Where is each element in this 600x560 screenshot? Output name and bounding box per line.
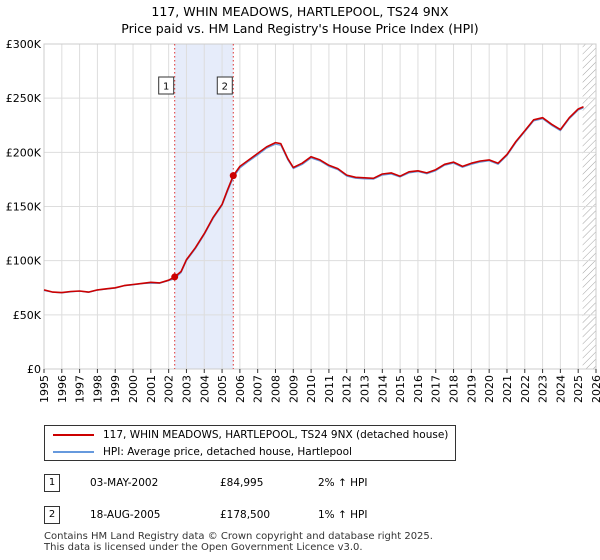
x-tick-label: 2012 [341, 375, 354, 403]
chart-title: 117, WHIN MEADOWS, HARTLEPOOL, TS24 9NX [151, 4, 449, 19]
x-tick-label: 1995 [38, 375, 51, 403]
chart-legend: 117, WHIN MEADOWS, HARTLEPOOL, TS24 9NX … [44, 425, 456, 461]
footer-copyright: Contains HM Land Registry data © Crown c… [44, 531, 433, 542]
x-tick-label: 2018 [448, 375, 461, 403]
sale-label-box [158, 76, 175, 95]
sale-price: £178,500 [220, 509, 271, 521]
x-tick-label: 2023 [537, 375, 550, 403]
sale-label: 1 [163, 82, 169, 93]
sale-price: £84,995 [220, 477, 264, 489]
property-price-line [43, 106, 584, 294]
x-tick-label: 2007 [252, 375, 265, 403]
x-tick-label: 1996 [56, 375, 69, 403]
sale-label: 2 [222, 82, 228, 93]
y-tick-label: £200K [6, 146, 42, 159]
x-tick-label: 2009 [287, 375, 300, 403]
x-tick-label: 2005 [216, 375, 229, 403]
x-tick-label: 2004 [198, 375, 211, 403]
price-chart: 117, WHIN MEADOWS, HARTLEPOOL, TS24 9NX … [6, 4, 600, 403]
x-tick-label: 2008 [269, 375, 282, 403]
x-tick-label: 2020 [483, 375, 496, 403]
sale-hpi-change: 2% ↑ HPI [318, 477, 368, 489]
y-tick-label: £250K [6, 92, 42, 105]
sale-label-box [216, 76, 233, 95]
legend-label-hpi: HPI: Average price, detached house, Hart… [103, 446, 352, 458]
x-tick-label: 2010 [305, 375, 318, 403]
sale-hpi-change: 1% ↑ HPI [318, 509, 368, 521]
x-tick-label: 2024 [554, 375, 567, 403]
x-tick-label: 2002 [163, 375, 176, 403]
x-tick-label: 2022 [519, 375, 532, 403]
x-tick-label: 1997 [74, 375, 87, 403]
x-tick-label: 2021 [501, 375, 514, 403]
legend-label-property: 117, WHIN MEADOWS, HARTLEPOOL, TS24 9NX … [103, 429, 449, 441]
plot-frame [43, 43, 597, 370]
x-tick-label: 2026 [590, 375, 600, 403]
sale-date: 18-AUG-2005 [90, 509, 161, 521]
y-tick-label: £300K [6, 38, 42, 51]
legend-swatch-property [53, 434, 94, 436]
x-tick-label: 1999 [109, 375, 122, 403]
x-tick-label: 2016 [412, 375, 425, 403]
x-tick-label: 2015 [394, 375, 407, 403]
footer-licence: This data is licensed under the Open Gov… [44, 542, 363, 553]
x-tick-label: 2006 [234, 375, 247, 403]
sale-point [171, 273, 179, 281]
sale-marker-2: 2 [44, 506, 60, 524]
legend-swatch-hpi [53, 451, 94, 453]
x-tick-label: 2014 [376, 375, 389, 403]
y-tick-label: £100K [6, 255, 42, 268]
sale-marker-1: 1 [44, 474, 60, 492]
x-tick-label: 2013 [359, 375, 372, 403]
x-tick-label: 2003 [180, 375, 193, 403]
y-tick-label: £0 [27, 363, 41, 376]
x-tick-label: 2000 [127, 375, 140, 403]
y-tick-label: £150K [6, 201, 42, 214]
footer: Contains HM Land Registry data © Crown c… [44, 531, 433, 553]
sale-point [229, 172, 237, 180]
x-tick-label: 2019 [465, 375, 478, 403]
chart-subtitle: Price paid vs. HM Land Registry's House … [121, 21, 478, 36]
x-tick-label: 2017 [430, 375, 443, 403]
x-tick-label: 2001 [145, 375, 158, 403]
y-tick-label: £50K [13, 309, 42, 322]
x-tick-label: 2025 [572, 375, 585, 403]
x-tick-label: 1998 [91, 375, 104, 403]
x-tick-label: 2011 [323, 375, 336, 403]
sale-date: 03-MAY-2002 [90, 477, 159, 489]
